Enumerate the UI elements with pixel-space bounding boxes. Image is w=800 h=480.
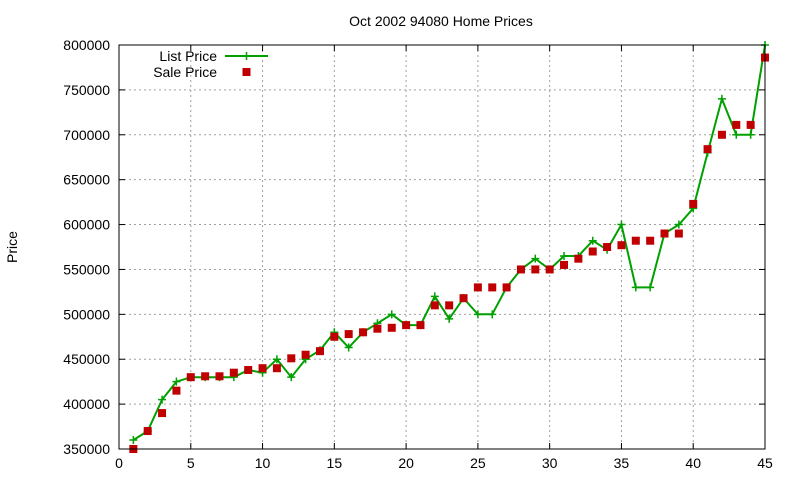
list-price-point [473,310,482,319]
list-price-point [746,130,755,139]
sale-price-point [344,330,353,339]
list-price-point [560,251,569,260]
x-tick-label: 45 [757,455,773,471]
y-tick-label: 550000 [63,261,110,277]
list-price-point [531,254,540,263]
y-tick-label: 450000 [63,351,110,367]
axes: 0 5 10 15 20 25 30 35 40 45 350000 400000 450000 5000… [63,37,773,471]
sale-price-point [330,332,339,341]
y-tick-label: 800000 [63,37,110,53]
sale-price-point [459,294,468,303]
sale-price-point [359,328,368,337]
list-price-point [717,94,726,103]
list-price-point [732,130,741,139]
sale-price-point [516,265,525,274]
y-axis-label: Price [4,231,20,263]
sale-price-point [315,347,324,356]
list-price-point [272,355,281,364]
y-tick-label: 400000 [63,396,110,412]
list-price-point [129,436,138,445]
plot-area [129,41,769,453]
sale-price-point [301,350,310,359]
list-price-point [588,236,597,245]
list-price-point [488,310,497,319]
list-price-line [132,44,766,441]
list-price-point [158,395,167,404]
list-price-point [631,283,640,292]
legend-marker-list-price [242,52,251,60]
sale-price-point [717,130,726,139]
sale-price-point [502,283,511,292]
legend-marker-sale-price [242,68,251,76]
list-price-point [445,314,454,323]
list-price-point [172,377,181,386]
list-price-point [344,343,353,352]
x-tick-label: 40 [685,455,701,471]
x-tick-label: 5 [187,455,195,471]
legend-label-sale-price: Sale Price [153,64,217,80]
y-tick-label: 700000 [63,127,110,143]
x-tick-label: 10 [255,455,271,471]
grid-lines [119,45,765,449]
sale-price-point [373,324,382,333]
sale-price-point [229,368,238,377]
sale-price-point [416,321,425,330]
sale-price-point [703,145,712,154]
x-tick-label: 35 [614,455,630,471]
plot-frame [118,44,766,450]
sale-price-point [244,365,253,374]
x-tick-label: 15 [327,455,343,471]
sale-price-point [201,372,210,381]
y-tick-label: 350000 [63,441,110,457]
sale-price-point [531,265,540,274]
list-price-point [617,220,626,229]
y-tick-label: 600000 [63,217,110,233]
sale-price-point [588,247,597,256]
sale-price-point [272,364,281,373]
sale-price-point [746,120,755,129]
sale-price-point [574,254,583,263]
sale-price-point [646,236,655,245]
sale-price-point [402,321,411,330]
sale-price-point [172,386,181,395]
sale-price-point [473,283,482,292]
sale-price-point [258,364,267,373]
sale-price-point [488,283,497,292]
sale-price-point [215,372,224,381]
sale-price-point [603,243,612,251]
y-tick-label: 500000 [63,306,110,322]
sale-price-point [560,260,569,269]
y-tick-label: 650000 [63,172,110,188]
sale-price-point [732,120,741,129]
x-tick-label: 20 [398,455,414,471]
list-price-point [674,220,683,229]
x-tick-label: 25 [470,455,486,471]
x-tick-label: 30 [542,455,558,471]
legend-label-list-price: List Price [159,48,217,64]
list-price-point [430,292,439,301]
sale-price-point [158,409,167,418]
sale-price-point [186,373,195,382]
sale-price-point [430,301,439,310]
sale-price-point [545,265,554,274]
list-price-point [287,373,296,382]
sale-price-point [631,236,640,245]
sale-price-point [445,301,454,310]
sale-price-point [287,354,296,363]
list-price-point [646,283,655,292]
y-tick-label: 750000 [63,82,110,98]
sale-price-point [143,427,152,436]
sale-price-point [689,199,698,208]
sale-price-point [674,229,683,238]
sale-price-point [387,323,396,332]
x-tick-label: 0 [115,455,123,471]
list-price-point [387,310,396,319]
chart-title: Oct 2002 94080 Home Prices [349,13,533,29]
sale-price-point [617,241,626,250]
sale-price-point [660,229,669,238]
